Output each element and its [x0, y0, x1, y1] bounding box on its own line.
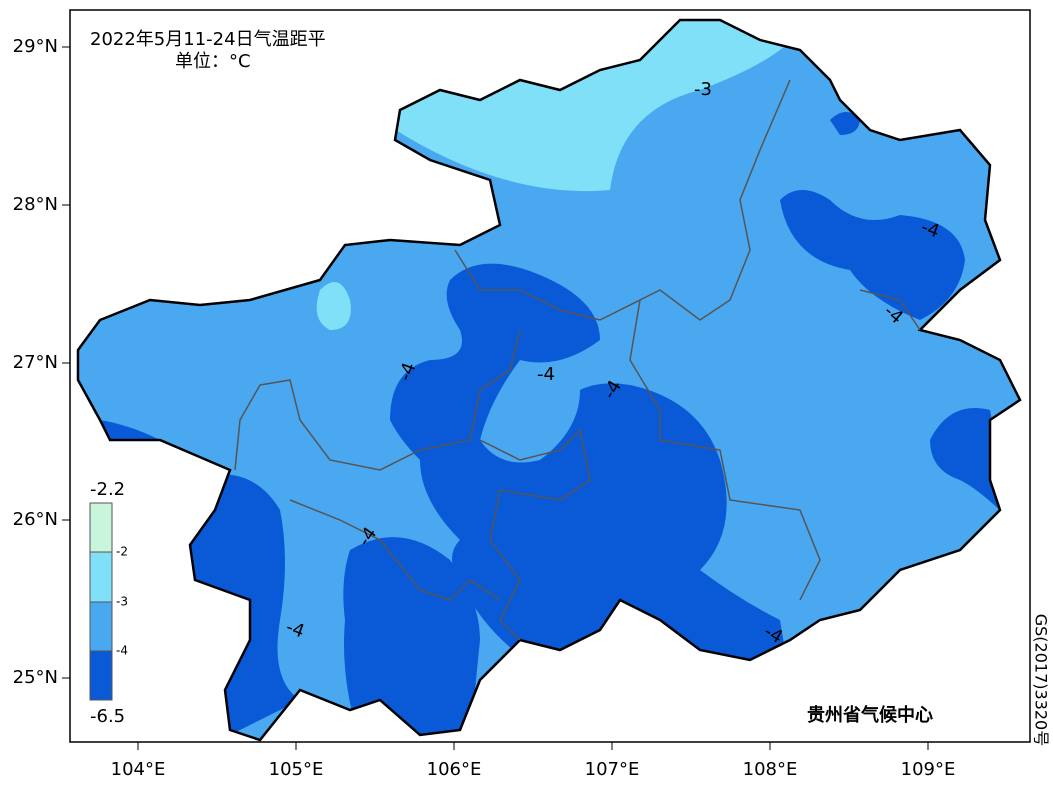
lat-label: 26°N: [13, 509, 58, 530]
legend-level: -3: [116, 595, 128, 609]
legend: -2.2 -2 -3 -4 -6.5: [89, 479, 128, 727]
legend-swatch: [89, 650, 113, 701]
lon-label: 105°E: [269, 759, 324, 780]
lon-label: 106°E: [427, 759, 482, 780]
legend-swatch: [89, 502, 113, 553]
map-number: GS(2017)3320号: [1032, 614, 1051, 746]
unit: 单位：°C: [175, 51, 251, 72]
lat-label: 25°N: [13, 667, 58, 688]
prefecture-borders: [234, 79, 921, 641]
legend-max: -2.2: [90, 479, 125, 500]
credit: 贵州省气候中心: [807, 704, 933, 726]
legend-min: -6.5: [90, 706, 125, 727]
legend-level: -4: [116, 644, 128, 658]
legend-swatch: [89, 601, 113, 652]
legend-level: -2: [116, 545, 128, 559]
lat-label: 29°N: [13, 36, 58, 57]
lon-label: 108°E: [743, 759, 798, 780]
lon-label: 107°E: [585, 759, 640, 780]
level-2-3: [316, 282, 351, 330]
lon-label: 104°E: [111, 759, 166, 780]
lon-label: 109°E: [901, 759, 956, 780]
lat-label: 28°N: [13, 194, 58, 215]
lat-label: 27°N: [13, 352, 58, 373]
legend-swatch: [89, 551, 113, 603]
map-title: 2022年5月11-24日气温距平: [90, 29, 326, 50]
contour-label: -4: [537, 364, 555, 385]
contour-label: -3: [694, 79, 712, 100]
